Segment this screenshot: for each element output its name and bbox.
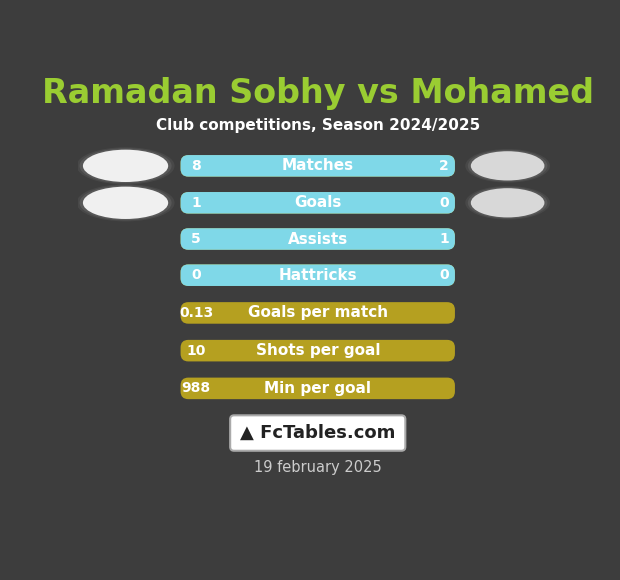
FancyBboxPatch shape: [180, 264, 455, 286]
Ellipse shape: [468, 150, 547, 182]
Ellipse shape: [471, 188, 544, 218]
FancyBboxPatch shape: [180, 264, 455, 286]
Ellipse shape: [471, 151, 544, 180]
Text: 10: 10: [187, 343, 206, 358]
Text: 1: 1: [191, 196, 201, 210]
Text: ▲ FcTables.com: ▲ FcTables.com: [240, 424, 396, 442]
FancyBboxPatch shape: [180, 228, 455, 250]
Text: Goals: Goals: [294, 195, 342, 211]
FancyBboxPatch shape: [180, 192, 455, 213]
Text: Ramadan Sobhy vs Mohamed: Ramadan Sobhy vs Mohamed: [42, 77, 594, 110]
FancyBboxPatch shape: [180, 155, 455, 177]
Text: 0: 0: [439, 196, 449, 210]
Text: Assists: Assists: [288, 231, 348, 246]
Ellipse shape: [76, 184, 175, 222]
Text: Shots per goal: Shots per goal: [255, 343, 380, 358]
Text: 5: 5: [191, 232, 201, 246]
Ellipse shape: [468, 187, 547, 219]
FancyBboxPatch shape: [180, 340, 455, 361]
Text: Hattricks: Hattricks: [278, 268, 357, 282]
FancyBboxPatch shape: [180, 192, 455, 213]
Text: 1: 1: [439, 232, 449, 246]
Ellipse shape: [83, 187, 168, 219]
Text: 0.13: 0.13: [179, 306, 213, 320]
FancyBboxPatch shape: [180, 302, 455, 324]
Ellipse shape: [79, 186, 172, 220]
Ellipse shape: [76, 147, 175, 184]
Ellipse shape: [465, 186, 550, 220]
Text: 988: 988: [182, 382, 211, 396]
Text: Matches: Matches: [281, 158, 354, 173]
Text: 2: 2: [439, 159, 449, 173]
Text: Goals per match: Goals per match: [247, 306, 388, 320]
FancyBboxPatch shape: [180, 155, 455, 177]
Text: Club competitions, Season 2024/2025: Club competitions, Season 2024/2025: [156, 118, 480, 133]
Ellipse shape: [465, 149, 550, 183]
FancyBboxPatch shape: [180, 228, 455, 250]
Ellipse shape: [79, 148, 172, 183]
Text: 19 february 2025: 19 february 2025: [254, 460, 382, 475]
Text: 8: 8: [191, 159, 201, 173]
Text: 0: 0: [191, 268, 201, 282]
FancyBboxPatch shape: [230, 415, 405, 451]
Text: 0: 0: [439, 268, 449, 282]
Ellipse shape: [83, 150, 168, 182]
Text: Min per goal: Min per goal: [264, 381, 371, 396]
FancyBboxPatch shape: [180, 378, 455, 399]
